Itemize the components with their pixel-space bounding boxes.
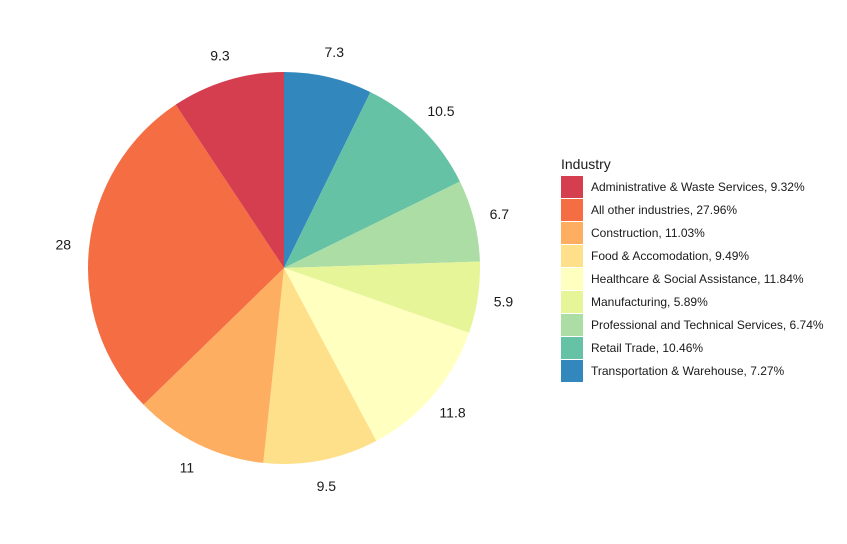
- legend-swatch: [561, 222, 583, 244]
- legend-swatch: [561, 199, 583, 221]
- legend-label: Administrative & Waste Services, 9.32%: [591, 180, 805, 194]
- slice-value-label: 9.5: [317, 478, 337, 494]
- pie-slice: [284, 72, 371, 268]
- pie-slice: [143, 268, 284, 463]
- legend-label: Food & Accomodation, 9.49%: [591, 249, 749, 263]
- slice-value-label: 11: [180, 460, 195, 476]
- legend-item: Healthcare & Social Assistance, 11.84%: [561, 268, 804, 290]
- legend-swatch: [561, 360, 583, 382]
- pie-slice: [284, 181, 480, 268]
- pie-slice: [263, 268, 377, 465]
- legend-label: Retail Trade, 10.46%: [591, 341, 703, 355]
- legend-item: Manufacturing, 5.89%: [561, 291, 708, 313]
- pie-slices: [87, 72, 480, 465]
- slice-value-label: 28: [55, 236, 71, 252]
- pie-slice: [87, 104, 284, 405]
- legend-item: Food & Accomodation, 9.49%: [561, 245, 749, 267]
- slice-value-label: 5.9: [494, 294, 514, 310]
- slice-value-label: 7.3: [325, 44, 345, 60]
- pie-slice-labels: 7.3 10.5 6.7 5.9 11.8 9.5 11 28 9.3: [55, 44, 513, 494]
- legend-label: Transportation & Warehouse, 7.27%: [591, 364, 785, 378]
- slice-value-label: 6.7: [490, 206, 510, 222]
- legend-item: Transportation & Warehouse, 7.27%: [561, 360, 785, 382]
- pie-slice: [284, 268, 469, 441]
- pie-slice: [284, 261, 480, 333]
- legend-label: Manufacturing, 5.89%: [591, 295, 708, 309]
- slice-value-label: 9.3: [210, 47, 230, 63]
- pie-slice: [175, 72, 284, 268]
- legend-swatch: [561, 245, 583, 267]
- legend-swatch: [561, 268, 583, 290]
- legend-label: Professional and Technical Services, 6.7…: [591, 318, 824, 332]
- legend-swatch: [561, 291, 583, 313]
- legend-swatch: [561, 314, 583, 336]
- legend-label: All other industries, 27.96%: [591, 203, 737, 217]
- legend-item: Retail Trade, 10.46%: [561, 337, 703, 359]
- legend-item: Administrative & Waste Services, 9.32%: [561, 176, 805, 198]
- pie-slice: [284, 92, 460, 268]
- legend-swatch: [561, 337, 583, 359]
- legend-title: Industry: [561, 156, 611, 172]
- legend-item: All other industries, 27.96%: [561, 199, 737, 221]
- legend-item: Construction, 11.03%: [561, 222, 705, 244]
- slice-value-label: 11.8: [439, 404, 465, 420]
- legend-swatch: [561, 176, 583, 198]
- legend: Industry Administrative & Waste Services…: [561, 156, 824, 382]
- legend-item: Professional and Technical Services, 6.7…: [561, 314, 824, 336]
- legend-label: Healthcare & Social Assistance, 11.84%: [591, 272, 804, 286]
- legend-label: Construction, 11.03%: [591, 226, 705, 240]
- slice-value-label: 10.5: [427, 103, 454, 119]
